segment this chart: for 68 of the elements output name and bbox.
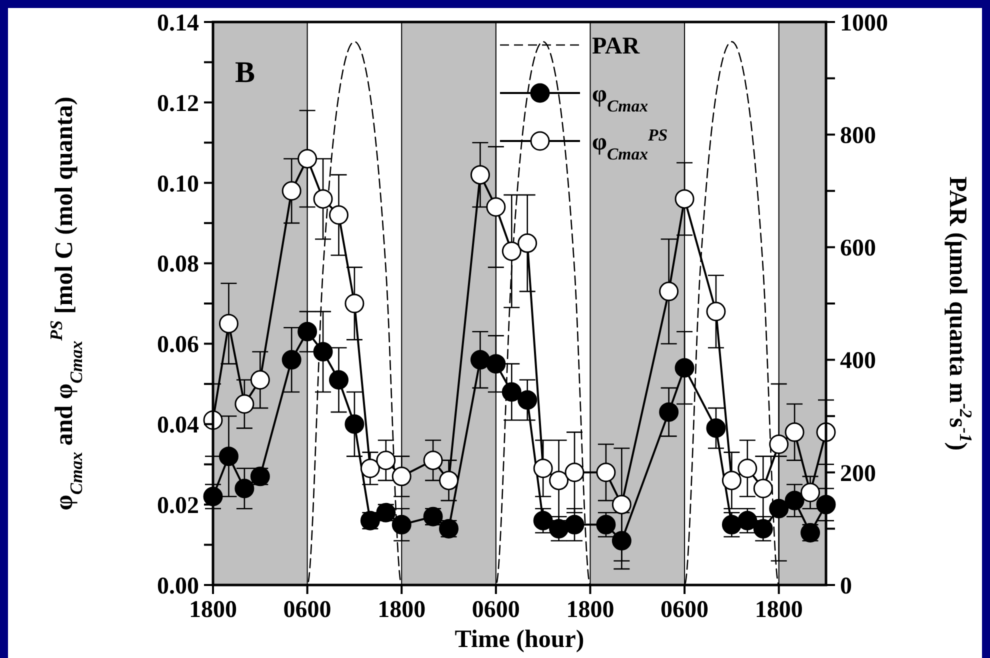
point (470, 165, 490, 185)
point (218, 314, 238, 334)
point (674, 358, 694, 378)
point (234, 478, 254, 498)
point (533, 458, 553, 478)
point (769, 434, 789, 454)
point (470, 350, 490, 370)
y-tick-label: 0.06 (157, 332, 199, 358)
y-tick-label: 0.00 (157, 573, 199, 600)
point (674, 189, 694, 209)
point (518, 390, 538, 410)
point (753, 518, 773, 538)
legend-label: φ$_{Cmax}$ (592, 81, 648, 115)
y-tick-label: 0.12 (157, 90, 199, 117)
point (706, 418, 726, 438)
point (659, 402, 679, 422)
point (234, 394, 254, 414)
annotation: B (235, 56, 256, 89)
point (564, 514, 584, 534)
point (659, 282, 679, 302)
y-tick-label: 0.02 (157, 492, 199, 519)
x-axis-title: Time (hour) (454, 626, 584, 653)
y-tick-label: 0.10 (157, 171, 199, 198)
point (282, 350, 302, 370)
point (738, 510, 758, 530)
point (800, 482, 820, 502)
point (313, 189, 333, 209)
point (250, 370, 270, 390)
point (784, 422, 804, 442)
point (282, 181, 302, 201)
y2-tick-label: 600 (840, 236, 876, 262)
point (392, 466, 412, 486)
y2-tick-label: 1000 (840, 10, 888, 36)
point (533, 510, 553, 530)
y-tick-label: 0.08 (157, 252, 199, 278)
point (392, 514, 412, 534)
x-tick-label: 1800 (566, 597, 614, 623)
point (423, 450, 443, 470)
point (298, 148, 318, 168)
point (313, 342, 333, 362)
y-tick-label: 0.14 (157, 10, 199, 36)
point (784, 490, 804, 510)
point (549, 518, 569, 538)
y2-tick-label: 200 (840, 460, 876, 487)
x-tick-label: 1800 (189, 597, 237, 623)
point (596, 514, 616, 534)
y2-tick-label: 400 (840, 348, 876, 374)
x-tick-label: 1800 (378, 597, 426, 623)
point (439, 470, 459, 490)
point (486, 197, 506, 217)
x-tick-label: 0600 (283, 597, 332, 623)
x-tick-label: 0600 (660, 597, 709, 623)
point (502, 382, 522, 402)
point (612, 531, 632, 551)
x-tick-label: 1800 (754, 597, 803, 623)
y2-tick-label: 800 (840, 123, 876, 149)
point (344, 414, 364, 434)
point (769, 498, 789, 518)
legend-label: PAR (592, 33, 640, 60)
point (486, 354, 506, 374)
point (722, 514, 742, 534)
point (328, 370, 348, 390)
y2-tick-label: 0 (840, 573, 852, 600)
point (596, 462, 616, 482)
x-tick-label: 0600 (472, 597, 520, 623)
point (298, 322, 318, 342)
y-tick-label: 0.04 (157, 412, 199, 439)
point (218, 446, 238, 466)
